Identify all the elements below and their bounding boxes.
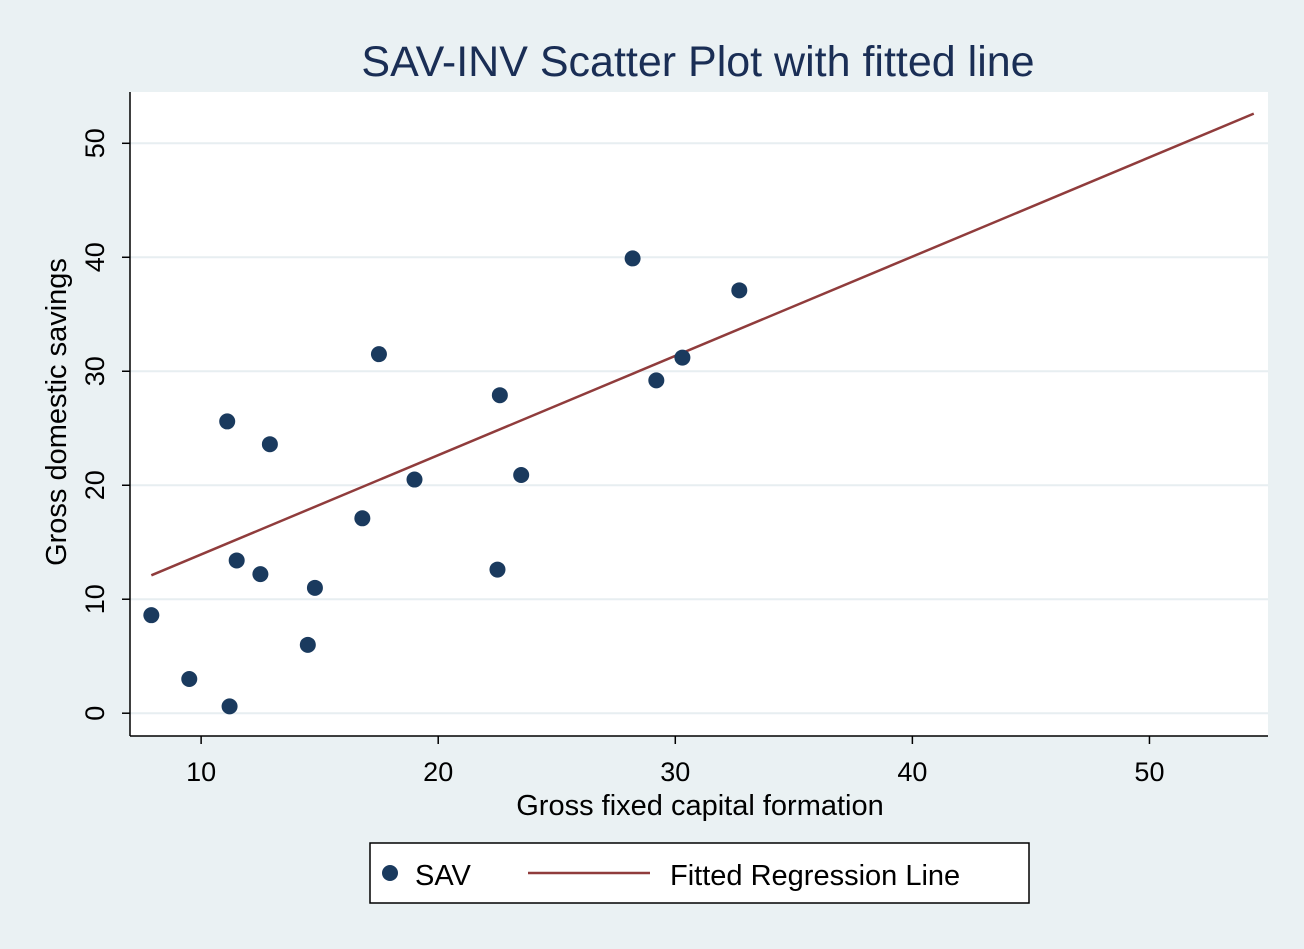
data-point-2 (219, 413, 236, 430)
data-point-10 (370, 346, 387, 363)
y-tick-label-30: 30 (80, 356, 110, 386)
y-axis-title: Gross domestic savings (41, 258, 73, 566)
y-tick-label-50: 50 (80, 128, 110, 158)
x-tick-label-50: 50 (1134, 757, 1164, 787)
x-tick-label-10: 10 (186, 757, 216, 787)
y-tick-label-20: 20 (80, 470, 110, 500)
scatter-points (143, 250, 748, 715)
legend-label-sav: SAV (415, 860, 472, 892)
data-point-6 (261, 436, 278, 453)
data-point-16 (648, 372, 665, 389)
y-tick-label-0: 0 (80, 706, 110, 721)
y-tick-label-10: 10 (80, 584, 110, 614)
x-tick-label-40: 40 (897, 757, 927, 787)
data-point-4 (228, 552, 245, 569)
data-point-8 (306, 579, 323, 596)
data-point-13 (491, 387, 508, 404)
data-point-3 (221, 698, 238, 715)
chart-title: SAV-INV Scatter Plot with fitted line (361, 38, 1034, 86)
data-point-12 (489, 561, 506, 578)
data-point-9 (354, 510, 371, 527)
fitted-regression-line (150, 112, 1255, 577)
legend-marker-sav (382, 865, 398, 881)
data-point-5 (252, 566, 269, 583)
data-point-7 (299, 636, 316, 653)
data-point-15 (624, 250, 641, 267)
x-axis-title: Gross fixed capital formation (516, 790, 883, 822)
data-point-17 (674, 349, 691, 366)
plot-area (130, 92, 1268, 736)
legend-box (369, 842, 1030, 904)
gridlines (130, 142, 1268, 715)
axes: 0 10 20 30 40 50 10 20 30 40 50 (80, 92, 1268, 787)
x-tick-label-30: 30 (660, 757, 690, 787)
x-tick-label-20: 20 (423, 757, 453, 787)
data-point-18 (731, 282, 748, 299)
data-point-14 (513, 466, 530, 483)
fitted-line-layer (150, 112, 1255, 577)
y-tick-label-40: 40 (80, 242, 110, 272)
data-point-1 (181, 671, 198, 688)
legend: SAV Fitted Regression Line (369, 842, 1030, 904)
legend-label-fitted-regression-line: Fitted Regression Line (670, 860, 960, 892)
data-point-0 (143, 607, 160, 624)
data-point-11 (406, 471, 423, 488)
